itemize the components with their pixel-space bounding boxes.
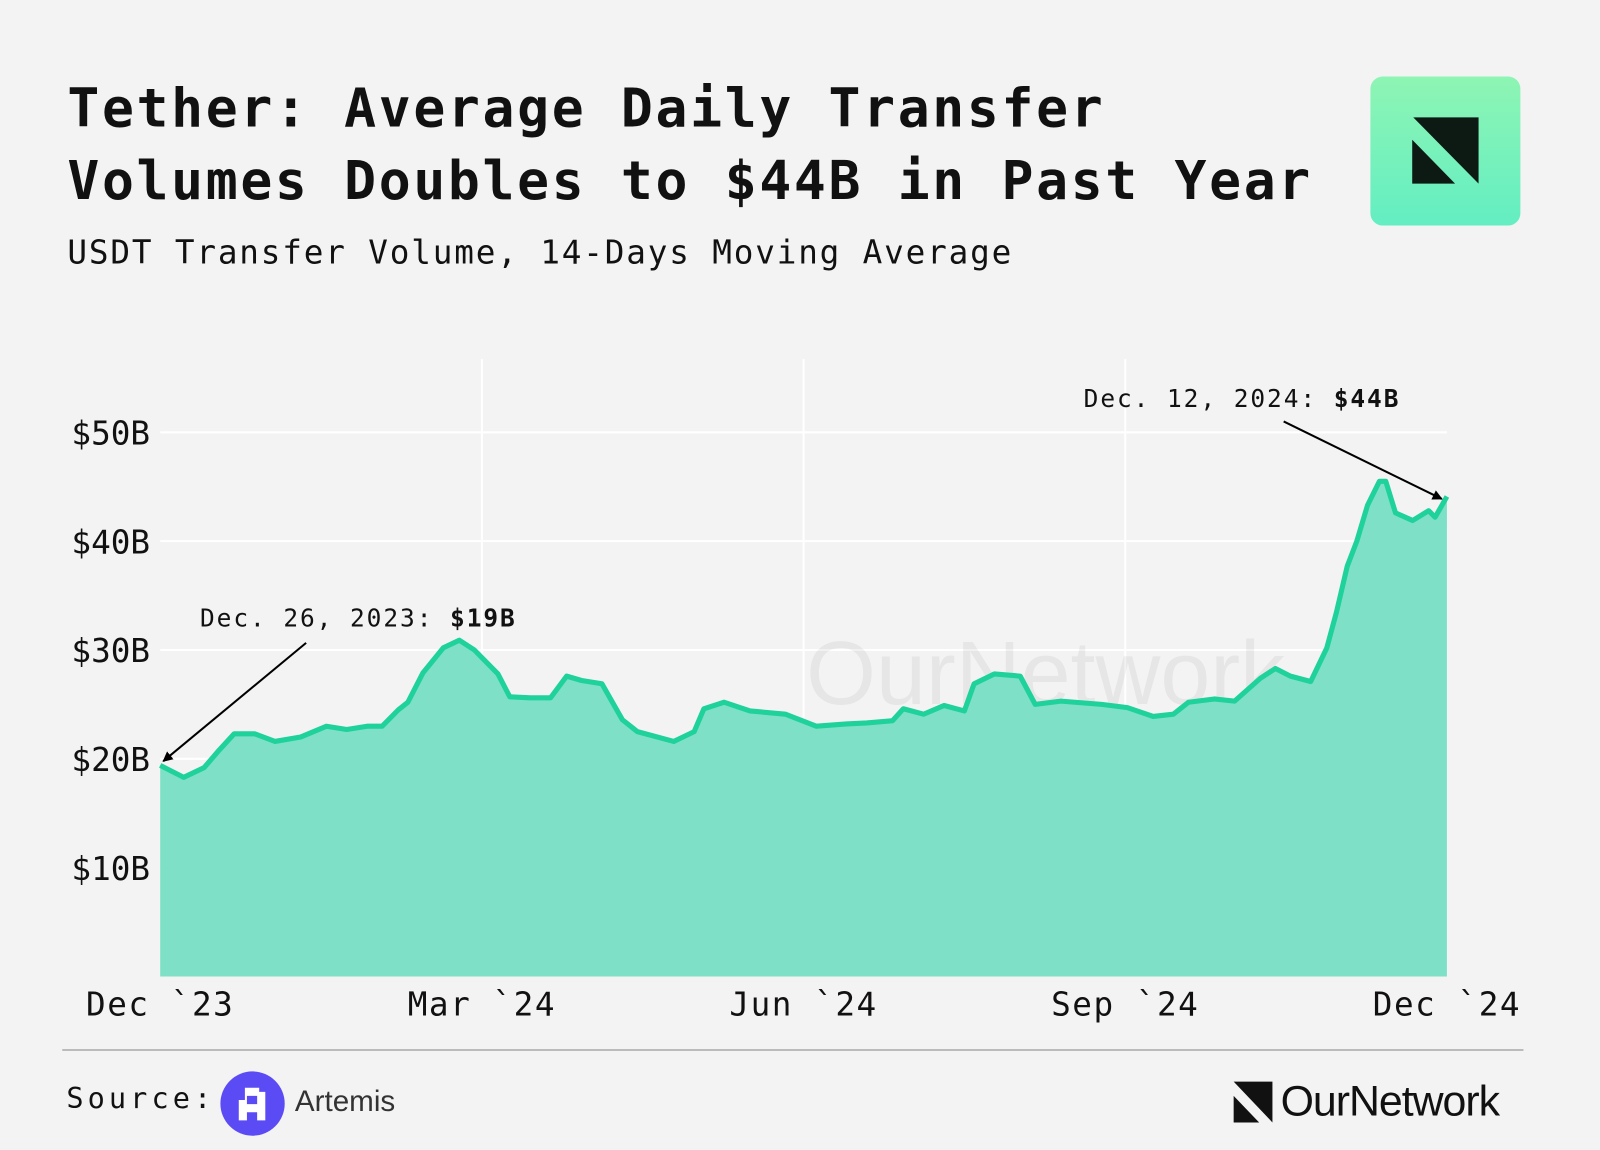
- y-tick-label: $40B: [71, 523, 150, 561]
- annotation-date: Dec. 12, 2024:: [1084, 384, 1334, 413]
- ournetwork-brand-icon: [1233, 1081, 1273, 1123]
- series-line: [159, 478, 1450, 780]
- annotation-value: $19B: [450, 604, 517, 633]
- title-line-1: Tether: Average Daily Transfer: [67, 78, 1106, 140]
- annotation-label: Dec. 12, 2024: $44B: [1084, 384, 1401, 413]
- y-tick-label: $30B: [71, 632, 150, 670]
- x-tick-label: Sep `24: [1051, 985, 1199, 1023]
- y-tick-label: $10B: [71, 850, 150, 888]
- annotation-arrow: [162, 642, 307, 763]
- x-tick-label: Dec `23: [86, 985, 234, 1023]
- y-tick-label: $20B: [71, 741, 150, 779]
- title-line-2: Volumes Doubles to $44B in Past Year: [67, 151, 1313, 213]
- artemis-logo-icon: [220, 1071, 285, 1136]
- annotation-value: $44B: [1334, 384, 1401, 413]
- ournetwork-logo-icon: [1370, 76, 1521, 226]
- x-tick-label: Jun `24: [729, 985, 877, 1023]
- source-label: Source:: [66, 1081, 216, 1116]
- annotation-label: Dec. 26, 2023: $19B: [200, 604, 517, 633]
- x-tick-label: Mar `24: [408, 985, 556, 1023]
- area-fill: [160, 481, 1447, 977]
- source-name: Artemis: [294, 1085, 396, 1119]
- annotation-date: Dec. 26, 2023:: [200, 604, 450, 633]
- chart-subtitle: USDT Transfer Volume, 14-Days Moving Ave…: [67, 232, 1014, 272]
- y-tick-label: $50B: [71, 415, 150, 453]
- x-tick-label: Dec `24: [1373, 985, 1521, 1023]
- annotation-arrow: [1283, 420, 1443, 500]
- ournetwork-brand-text: OurNetwork: [1280, 1076, 1500, 1125]
- chart-title: Tether: Average Daily Transfer Volumes D…: [67, 73, 1313, 218]
- logo-glyph-icon: [1412, 117, 1479, 184]
